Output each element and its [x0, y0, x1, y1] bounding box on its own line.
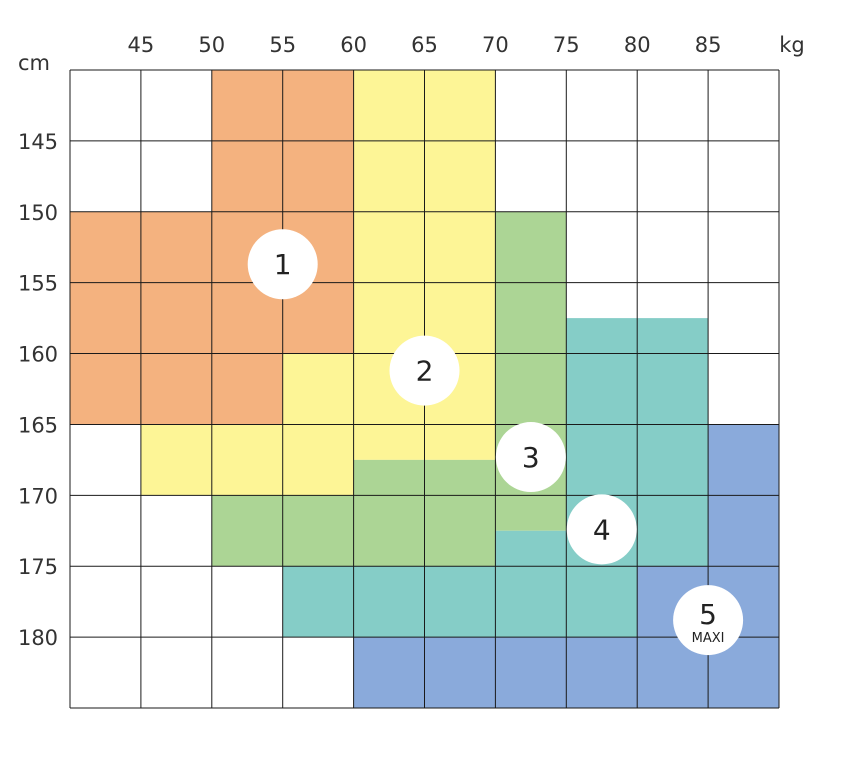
badge-label-2: 2: [416, 355, 434, 388]
size-badge-2: 2: [389, 335, 460, 406]
zone-1-rect-2: [70, 353, 283, 425]
x-tick-45: 45: [128, 33, 155, 57]
badge-label-4: 4: [593, 513, 611, 546]
badge-label-3: 3: [522, 441, 540, 474]
y-tick-160: 160: [18, 343, 58, 367]
badge-circle-2: [389, 335, 460, 406]
x-tick-60: 60: [340, 33, 367, 57]
badge-label-1: 1: [274, 248, 292, 281]
size-badge-3: 3: [495, 422, 566, 493]
y-tick-150: 150: [18, 201, 58, 225]
x-tick-labels: 45 50 55 60 65 70 75 80 85: [128, 33, 722, 57]
y-tick-labels: 145 150 155 160 165 170 175 180: [18, 130, 58, 650]
y-tick-170: 170: [18, 484, 58, 508]
x-tick-85: 85: [695, 33, 722, 57]
x-tick-80: 80: [624, 33, 651, 57]
badge-circle-4: [566, 494, 637, 565]
y-unit-label: cm: [18, 51, 50, 75]
x-tick-65: 65: [411, 33, 438, 57]
x-tick-70: 70: [482, 33, 509, 57]
zone-4-rect-2: [495, 530, 567, 567]
y-tick-175: 175: [18, 555, 58, 579]
zone-2-rect-2: [282, 353, 496, 425]
y-tick-180: 180: [18, 626, 58, 650]
x-tick-75: 75: [553, 33, 580, 57]
zone-2-rect-3: [140, 424, 354, 496]
badge-circle-3: [495, 422, 566, 493]
badge-label-5: 5: [699, 598, 717, 631]
x-unit-label: kg: [779, 33, 805, 57]
y-tick-165: 165: [18, 413, 58, 437]
y-tick-155: 155: [18, 272, 58, 296]
size-badge-1: 1: [247, 229, 318, 300]
zone-4-rect-3: [282, 566, 638, 638]
badge-circle-1: [247, 229, 318, 300]
grid-lines: [69, 69, 780, 709]
badge-sublabel-5: MAXI: [692, 631, 725, 646]
size-badge-4: 4: [566, 494, 637, 565]
y-tick-145: 145: [18, 130, 58, 154]
badge-circle-5: [673, 585, 744, 656]
x-tick-50: 50: [198, 33, 225, 57]
x-tick-55: 55: [269, 33, 296, 57]
